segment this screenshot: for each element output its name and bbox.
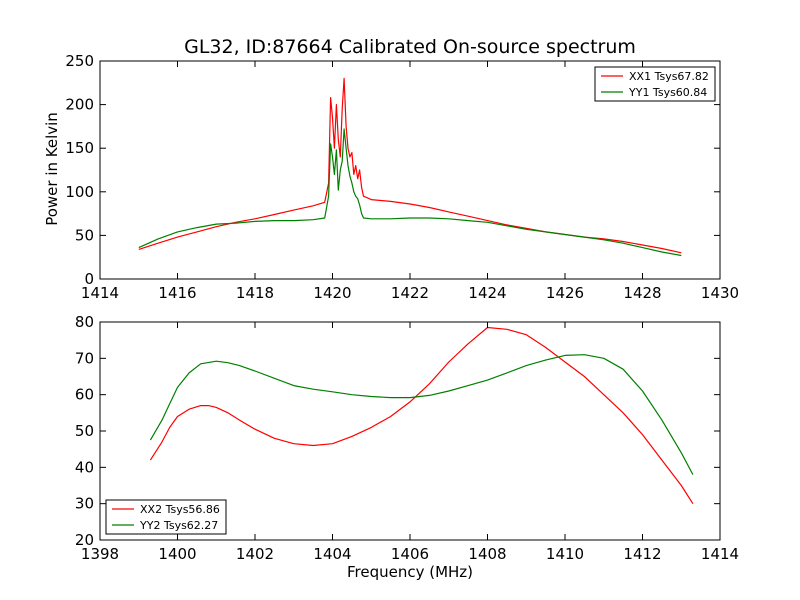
top-x-tick-label: 1416 (158, 284, 196, 302)
bottom-y-tick-label: 30 (75, 495, 94, 513)
top-y-axis-label: Power in Kelvin (43, 112, 61, 226)
bottom-x-tick-label: 1406 (391, 545, 429, 563)
bottom-y-tick-label: 80 (75, 313, 94, 331)
bottom-x-tick-label: 1400 (158, 545, 196, 563)
top-y-tick-label: 150 (65, 139, 94, 157)
top-legend-box (594, 66, 716, 102)
top-x-tick-label: 1426 (546, 284, 584, 302)
bottom-x-tick-label: 1414 (701, 545, 739, 563)
top-y-tick-label: 0 (84, 270, 94, 288)
top-x-tick-label: 1422 (391, 284, 429, 302)
bottom-x-tick-label: 1410 (546, 545, 584, 563)
x-axis-label: Frequency (MHz) (347, 563, 473, 581)
bottom-y-tick-label: 50 (75, 422, 94, 440)
bottom-x-tick-label: 1412 (623, 545, 661, 563)
bottom-legend-label: YY2 Tsys62.27 (139, 519, 218, 532)
top-x-tick-label: 1418 (236, 284, 274, 302)
top-x-tick-label: 1428 (623, 284, 661, 302)
bottom-legend-box (105, 499, 227, 535)
top-y-tick-label: 200 (65, 96, 94, 114)
bottom-y-tick-label: 20 (75, 531, 94, 549)
top-x-tick-label: 1430 (701, 284, 739, 302)
bottom-x-tick-label: 1398 (81, 545, 119, 563)
top-y-tick-label: 100 (65, 183, 94, 201)
top-x-tick-label: 1424 (468, 284, 506, 302)
top-legend-label: YY1 Tsys60.84 (628, 86, 707, 99)
bottom-y-tick-label: 70 (75, 349, 94, 367)
top-legend: XX1 Tsys67.82 YY1 Tsys60.84 (594, 66, 716, 102)
bottom-spectrum-plot: 1398 1400 1402 1404 1406 1408 1410 1412 1414 20 30… (75, 313, 739, 563)
top-y-tick-label: 50 (75, 226, 94, 244)
bottom-y-tick-label: 60 (75, 386, 94, 404)
bottom-x-tick-label: 1408 (468, 545, 506, 563)
top-x-tick-label: 1420 (313, 284, 351, 302)
chart-title: GL32, ID:87664 Calibrated On-source spec… (184, 36, 636, 58)
top-legend-label: XX1 Tsys67.82 (629, 70, 709, 83)
top-spectrum-plot: 1414 1416 1418 1420 1422 1424 1426 1428 1430 0 50 1… (65, 52, 739, 302)
top-y-tick-label: 250 (65, 52, 94, 70)
top-x-tick-label: 1414 (81, 284, 119, 302)
bottom-legend-label: XX2 Tsys56.86 (140, 503, 220, 516)
top-series-line-2 (138, 128, 682, 257)
bottom-y-tick-label: 40 (75, 458, 94, 476)
bottom-series-line-1 (149, 326, 694, 505)
bottom-series-line-2 (149, 354, 694, 475)
bottom-x-tick-label: 1402 (236, 545, 274, 563)
bottom-x-tick-label: 1404 (313, 545, 351, 563)
bottom-legend: XX2 Tsys56.86 YY2 Tsys62.27 (105, 499, 227, 535)
